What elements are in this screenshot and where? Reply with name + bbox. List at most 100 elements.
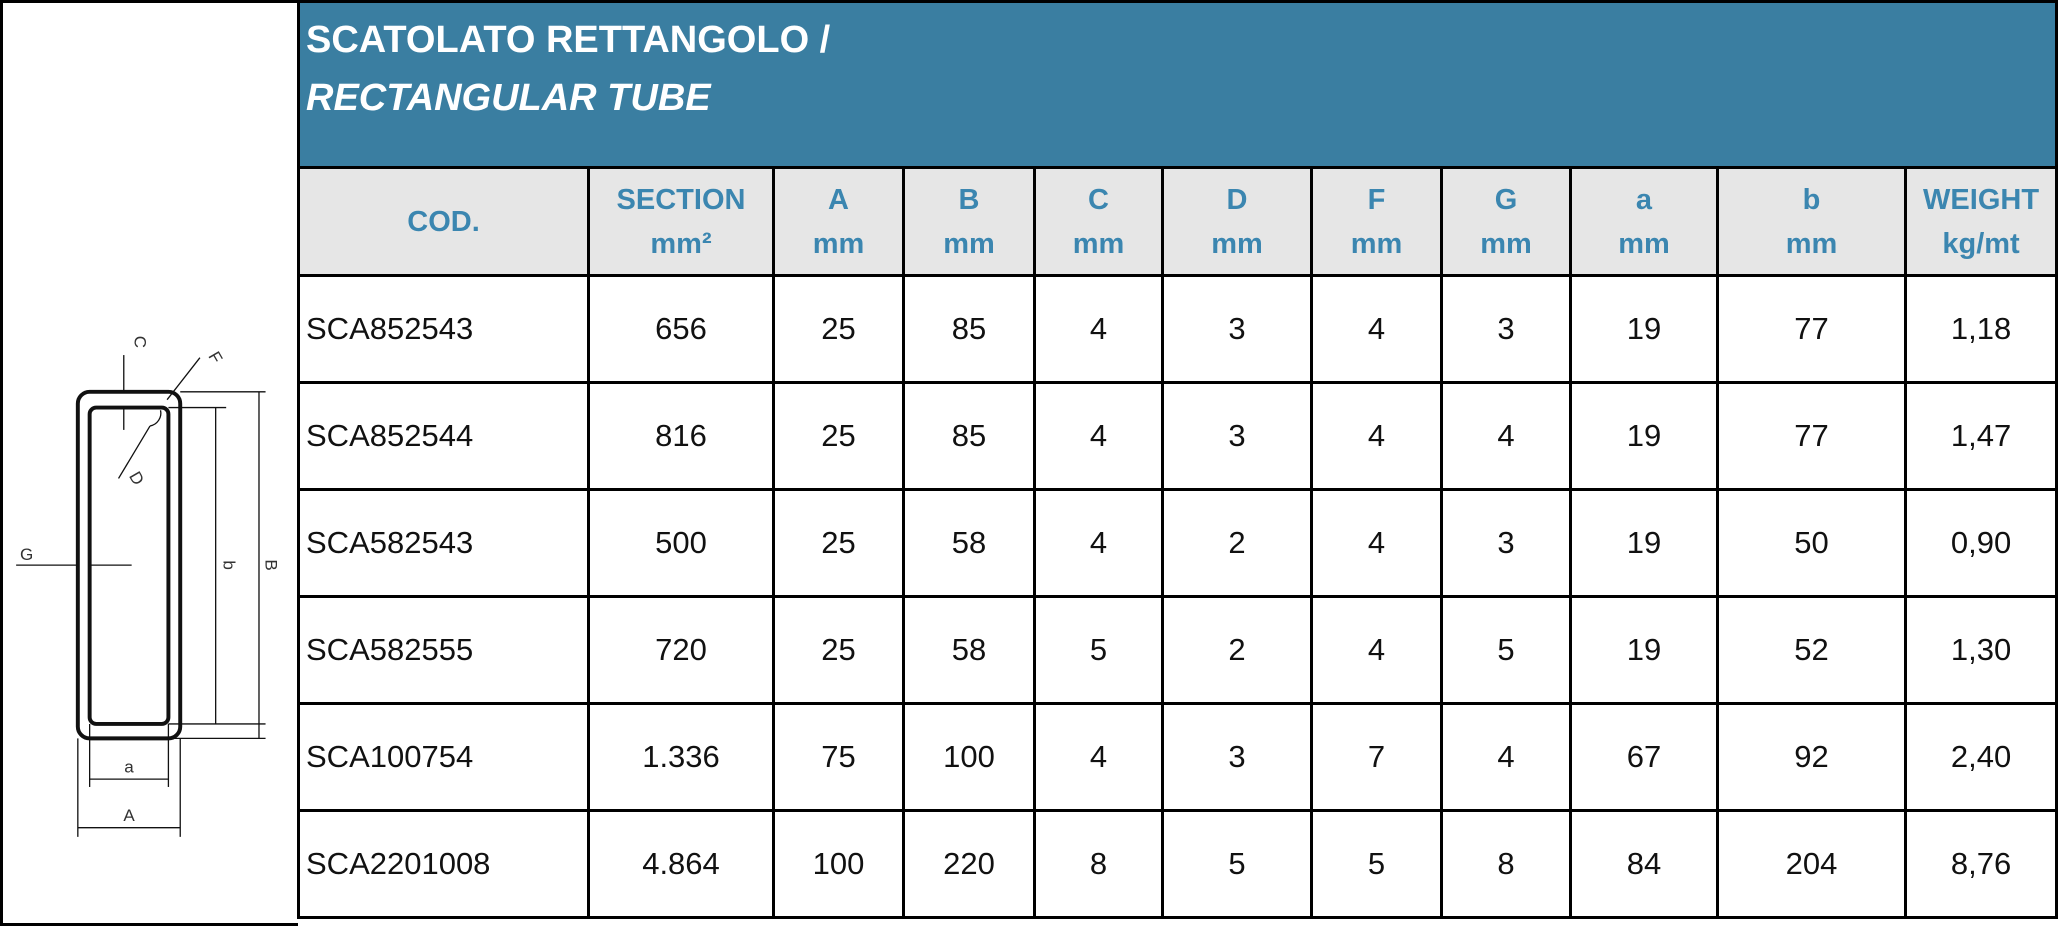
- cell: 4: [1033, 702, 1164, 812]
- cell: 25: [772, 274, 905, 384]
- diagram-label: b: [220, 560, 239, 569]
- column-label: C: [1088, 183, 1109, 216]
- cell: 77: [1716, 381, 1907, 491]
- cell: 5: [1310, 809, 1443, 919]
- column-label: b: [1802, 183, 1821, 216]
- column-header: a mm: [1569, 166, 1719, 277]
- cell: 3: [1161, 274, 1313, 384]
- cell: 67: [1569, 702, 1719, 812]
- cell: 1,47: [1903, 381, 2058, 491]
- column-label: G: [1494, 183, 1518, 216]
- cell: 7: [1310, 702, 1443, 812]
- cell: 204: [1716, 809, 1907, 919]
- cell: 8: [1033, 809, 1164, 919]
- column-unit: mm: [1350, 227, 1403, 260]
- cell: 1.336: [587, 702, 775, 812]
- cell: 8,76: [1903, 809, 2058, 919]
- cell: 3: [1161, 702, 1313, 812]
- cell: 656: [587, 274, 775, 384]
- column-unit: kg/mt: [1942, 227, 2020, 260]
- cell: 0,90: [1903, 488, 2058, 598]
- cell: 4: [1033, 274, 1164, 384]
- data-row: SCA852543 656 25 85 4 3 4 3 19 77 1,18: [297, 274, 2058, 384]
- column-label: SECTION: [616, 183, 746, 216]
- subtitle: RECTANGULAR TUBE: [306, 77, 711, 119]
- cell: 92: [1716, 702, 1907, 812]
- data-row: SCA582555 720 25 58 5 2 4 5 19 52 1,30: [297, 595, 2058, 705]
- title: SCATOLATO RETTANGOLO /: [306, 19, 831, 61]
- cell: 5: [1440, 595, 1572, 705]
- column-unit: mm: [1072, 227, 1125, 260]
- cell: 500: [587, 488, 775, 598]
- cell: 2: [1161, 488, 1313, 598]
- cell: 3: [1161, 381, 1313, 491]
- cell: 50: [1716, 488, 1907, 598]
- cell: SCA582555: [297, 595, 590, 705]
- column-header: b mm: [1716, 166, 1907, 277]
- diagram-label: C: [130, 336, 149, 348]
- cell: 3: [1440, 488, 1572, 598]
- cell: 77: [1716, 274, 1907, 384]
- cell: 5: [1033, 595, 1164, 705]
- column-unit: mm: [1785, 227, 1838, 260]
- cell: 5: [1161, 809, 1313, 919]
- cell: 25: [772, 381, 905, 491]
- cell: 4: [1310, 488, 1443, 598]
- diagram-label: D: [125, 468, 148, 488]
- cell: 52: [1716, 595, 1907, 705]
- cell: 1,30: [1903, 595, 2058, 705]
- cell: SCA852543: [297, 274, 590, 384]
- cell: 100: [772, 809, 905, 919]
- cell: 19: [1569, 381, 1719, 491]
- cell: 84: [1569, 809, 1719, 919]
- cell: SCA582543: [297, 488, 590, 598]
- data-row: SCA852544 816 25 85 4 3 4 4 19 77 1,47: [297, 381, 2058, 491]
- cell: 19: [1569, 488, 1719, 598]
- tube-diagram: C F D G b B a A: [16, 336, 281, 837]
- column-header: SECTION mm²: [587, 166, 775, 277]
- cell: 75: [772, 702, 905, 812]
- cell: 85: [902, 381, 1036, 491]
- cell: 220: [902, 809, 1036, 919]
- cell: 4: [1310, 595, 1443, 705]
- column-header: WEIGHT kg/mt: [1903, 166, 2058, 277]
- cell: 19: [1569, 595, 1719, 705]
- column-label: WEIGHT: [1923, 183, 2040, 216]
- column-unit: mm: [943, 227, 995, 260]
- cell: 1,18: [1903, 274, 2058, 384]
- cell: 25: [772, 595, 905, 705]
- spec-table: SCATOLATO RETTANGOLO / RECTANGULAR TUBE …: [296, 0, 2058, 919]
- cell: 25: [772, 488, 905, 598]
- cell: SCA852544: [297, 381, 590, 491]
- cell: 4: [1310, 274, 1443, 384]
- cell: SCA100754: [297, 702, 590, 812]
- cell: 2: [1161, 595, 1313, 705]
- column-unit: mm: [812, 227, 865, 260]
- cell: 720: [587, 595, 775, 705]
- cell: 4: [1310, 381, 1443, 491]
- column-unit: mm²: [650, 227, 712, 260]
- column-label: F: [1367, 183, 1386, 216]
- column-unit: mm: [1480, 227, 1532, 260]
- data-row: SCA582543 500 25 58 4 2 4 3 19 50 0,90: [297, 488, 2058, 598]
- cell: 3: [1440, 274, 1572, 384]
- column-label: B: [958, 183, 980, 216]
- title-cell: SCATOLATO RETTANGOLO / RECTANGULAR TUBE: [296, 0, 2058, 169]
- cell: 19: [1569, 274, 1719, 384]
- cell: 58: [902, 595, 1036, 705]
- diagram-label: F: [204, 348, 226, 367]
- cell: 85: [902, 274, 1036, 384]
- column-unit: mm: [1618, 227, 1670, 260]
- cell: 816: [587, 381, 775, 491]
- diagram-label: B: [262, 559, 281, 570]
- column-label: A: [828, 183, 849, 216]
- diagram-label: A: [123, 806, 135, 825]
- column-label: COD.: [407, 205, 480, 238]
- cell: 4: [1440, 381, 1572, 491]
